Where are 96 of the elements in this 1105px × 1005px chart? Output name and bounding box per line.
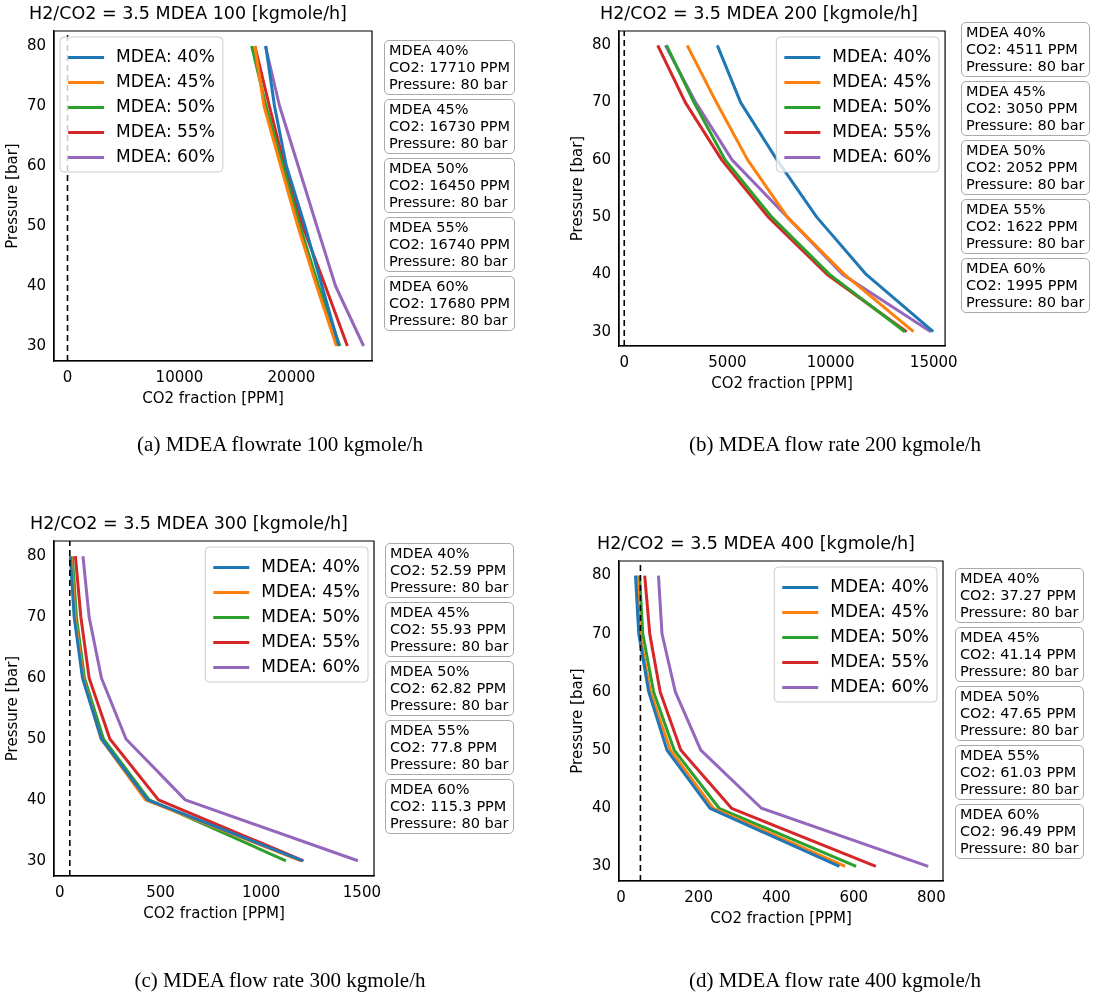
y-tick-label: 40 [591, 798, 612, 817]
text: MDEA 60% CO2: 115.3 PPM Pressure: 80 bar [385, 779, 514, 834]
text: MDEA 50% CO2: 16450 PPM Pressure: 80 bar [384, 158, 515, 213]
legend-label: MDEA: 50% [832, 95, 932, 116]
legend-label: MDEA: 50% [116, 95, 215, 116]
text: MDEA 45% CO2: 16730 PPM Pressure: 80 bar [384, 99, 515, 154]
y-axis-title: Pressure [bar] [567, 135, 586, 242]
legend-label: MDEA: 40% [116, 45, 215, 66]
text: MDEA 60% CO2: 96.49 PPM Pressure: 80 bar [955, 804, 1084, 859]
chart-title: H2/CO2 = 3.5 MDEA 200 [kgmole/h] [600, 3, 918, 24]
text: MDEA 50% CO2: 2052 PPM Pressure: 80 bar [961, 140, 1090, 195]
x-tick-label: 800 [917, 887, 946, 906]
text: MDEA 60% CO2: 1995 PPM Pressure: 80 bar [961, 258, 1090, 313]
legend-label: MDEA: 45% [832, 70, 932, 91]
y-tick-label: 40 [26, 275, 47, 294]
legend-label: MDEA: 40% [832, 45, 932, 66]
legend-label: MDEA: 55% [116, 120, 215, 141]
x-tick-label: 1500 [342, 882, 382, 901]
y-tick-label: 50 [26, 728, 47, 747]
x-tick-label: 200 [684, 887, 713, 906]
chart-title: H2/CO2 = 3.5 MDEA 400 [kgmole/h] [597, 533, 915, 554]
y-tick-label: 30 [591, 321, 612, 340]
y-tick-label: 60 [26, 667, 47, 686]
x-axis-title: CO2 fraction [PPM] [142, 388, 284, 407]
legend-label: MDEA: 55% [832, 120, 932, 141]
text: MDEA 55% CO2: 77.8 PPM Pressure: 80 bar [385, 720, 514, 775]
x-tick-label: 10000 [155, 367, 204, 386]
legend-label: MDEA: 50% [830, 625, 929, 646]
y-tick-label: 60 [591, 149, 612, 168]
text: MDEA 40% CO2: 4511 PPM Pressure: 80 bar [961, 22, 1090, 77]
text: MDEA 50% CO2: 62.82 PPM Pressure: 80 bar [385, 661, 514, 716]
legend-label: MDEA: 50% [261, 605, 360, 626]
legend-label: MDEA: 55% [830, 650, 929, 671]
legend-label: MDEA: 60% [116, 145, 215, 166]
x-tick-label: 15000 [909, 352, 958, 371]
text: MDEA 55% CO2: 61.03 PPM Pressure: 80 bar [955, 745, 1084, 800]
y-axis-title: Pressure [bar] [2, 143, 21, 249]
y-tick-label: 50 [26, 215, 47, 234]
x-tick-label: 0 [62, 367, 73, 386]
text: MDEA 60% CO2: 17680 PPM Pressure: 80 bar [384, 276, 515, 331]
legend-label: MDEA: 60% [261, 655, 360, 676]
x-tick-label: 0 [619, 352, 630, 371]
legend-label: MDEA: 45% [116, 70, 215, 91]
y-axis-title: Pressure [bar] [567, 668, 586, 774]
text: MDEA 45% CO2: 41.14 PPM Pressure: 80 bar [955, 627, 1084, 682]
y-tick-label: 50 [591, 739, 612, 758]
legend-label: MDEA: 40% [261, 555, 360, 576]
text: (d) MDEA flow rate 400 kgmole/h [687, 968, 983, 993]
y-tick-label: 80 [26, 546, 47, 565]
text: MDEA 45% CO2: 55.93 PPM Pressure: 80 bar [385, 602, 514, 657]
chart-title: H2/CO2 = 3.5 MDEA 100 [kgmole/h] [29, 3, 347, 24]
x-tick-label: 20000 [267, 367, 316, 386]
x-tick-label: 10000 [806, 352, 855, 371]
x-tick-label: 400 [761, 887, 791, 906]
text: MDEA 40% CO2: 37.27 PPM Pressure: 80 bar [955, 568, 1084, 623]
text: MDEA 55% CO2: 1622 PPM Pressure: 80 bar [961, 199, 1090, 254]
x-tick-label: 600 [839, 887, 869, 906]
y-tick-label: 40 [591, 264, 612, 283]
text: MDEA 45% CO2: 3050 PPM Pressure: 80 bar [961, 81, 1090, 136]
x-tick-label: 0 [54, 882, 65, 901]
x-axis-title: CO2 fraction [PPM] [710, 908, 852, 927]
text: MDEA 40% CO2: 52.59 PPM Pressure: 80 bar [385, 543, 514, 598]
text: (c) MDEA flow rate 300 kgmole/h [133, 968, 427, 993]
x-tick-label: 5000 [708, 352, 747, 371]
y-tick-label: 40 [26, 789, 47, 808]
x-tick-label: 500 [146, 882, 175, 901]
y-tick-label: 30 [591, 856, 612, 875]
text: MDEA 55% CO2: 16740 PPM Pressure: 80 bar [384, 217, 515, 272]
y-tick-label: 50 [591, 207, 612, 226]
y-tick-label: 80 [591, 35, 612, 54]
y-tick-label: 70 [591, 92, 612, 111]
y-tick-label: 80 [591, 565, 612, 584]
legend-label: MDEA: 45% [261, 580, 360, 601]
y-tick-label: 80 [26, 35, 47, 54]
x-axis-title: CO2 fraction [PPM] [711, 373, 853, 392]
x-tick-label: 1000 [242, 882, 281, 901]
x-axis-title: CO2 fraction [PPM] [143, 903, 285, 922]
legend-label: MDEA: 40% [830, 575, 929, 596]
legend-label: MDEA: 45% [830, 600, 929, 621]
y-tick-label: 70 [26, 95, 47, 114]
legend-label: MDEA: 60% [830, 675, 929, 696]
y-tick-label: 70 [26, 607, 47, 626]
y-tick-label: 70 [591, 623, 612, 642]
y-tick-label: 30 [26, 335, 47, 354]
legend-label: MDEA: 60% [832, 145, 932, 166]
y-axis-title: Pressure [bar] [2, 655, 21, 762]
x-tick-label: 0 [616, 887, 626, 906]
chart-title: H2/CO2 = 3.5 MDEA 300 [kgmole/h] [30, 513, 348, 534]
text: MDEA 50% CO2: 47.65 PPM Pressure: 80 bar [955, 686, 1084, 741]
y-tick-label: 60 [26, 155, 47, 174]
text: MDEA 40% CO2: 17710 PPM Pressure: 80 bar [384, 40, 515, 95]
y-tick-label: 60 [591, 681, 612, 700]
legend-label: MDEA: 55% [261, 630, 360, 651]
text: (a) MDEA flowrate 100 kgmole/h [136, 432, 424, 457]
y-tick-label: 30 [26, 850, 47, 869]
text: (b) MDEA flow rate 200 kgmole/h [687, 432, 983, 457]
